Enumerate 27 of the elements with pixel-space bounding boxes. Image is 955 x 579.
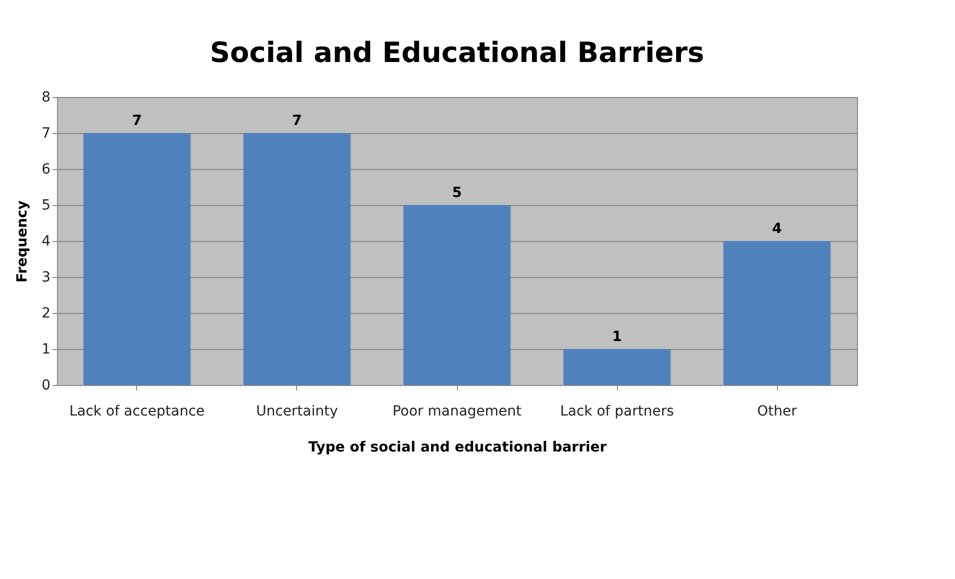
y-tick-label: 5 — [42, 198, 50, 214]
x-tick-label: Other — [757, 404, 798, 420]
data-label: 5 — [452, 185, 462, 201]
data-label: 1 — [612, 329, 622, 345]
y-tick-label: 7 — [42, 126, 50, 142]
bar — [563, 349, 671, 385]
bar — [403, 205, 511, 385]
x-tick-label: Poor management — [392, 404, 522, 420]
y-tick-label: 0 — [42, 378, 50, 394]
y-tick-label: 2 — [42, 306, 50, 322]
y-tick-label: 1 — [42, 342, 50, 358]
bar — [243, 133, 351, 385]
x-axis-title: Type of social and educational barrier — [308, 440, 607, 456]
data-label: 4 — [772, 221, 782, 237]
data-label: 7 — [132, 113, 142, 129]
x-tick-label: Lack of acceptance — [69, 404, 205, 420]
bar — [723, 241, 831, 385]
x-tick-label: Uncertainty — [256, 404, 338, 420]
y-tick-label: 3 — [42, 270, 50, 286]
bar — [83, 133, 191, 385]
data-label: 7 — [292, 113, 302, 129]
x-tick-label: Lack of partners — [560, 404, 674, 420]
y-tick-label: 8 — [42, 90, 50, 106]
y-tick-label: 4 — [42, 234, 51, 250]
chart-title: Social and Educational Barriers — [210, 36, 704, 69]
y-axis-title: Frequency — [14, 200, 31, 282]
y-tick-label: 6 — [42, 162, 51, 178]
